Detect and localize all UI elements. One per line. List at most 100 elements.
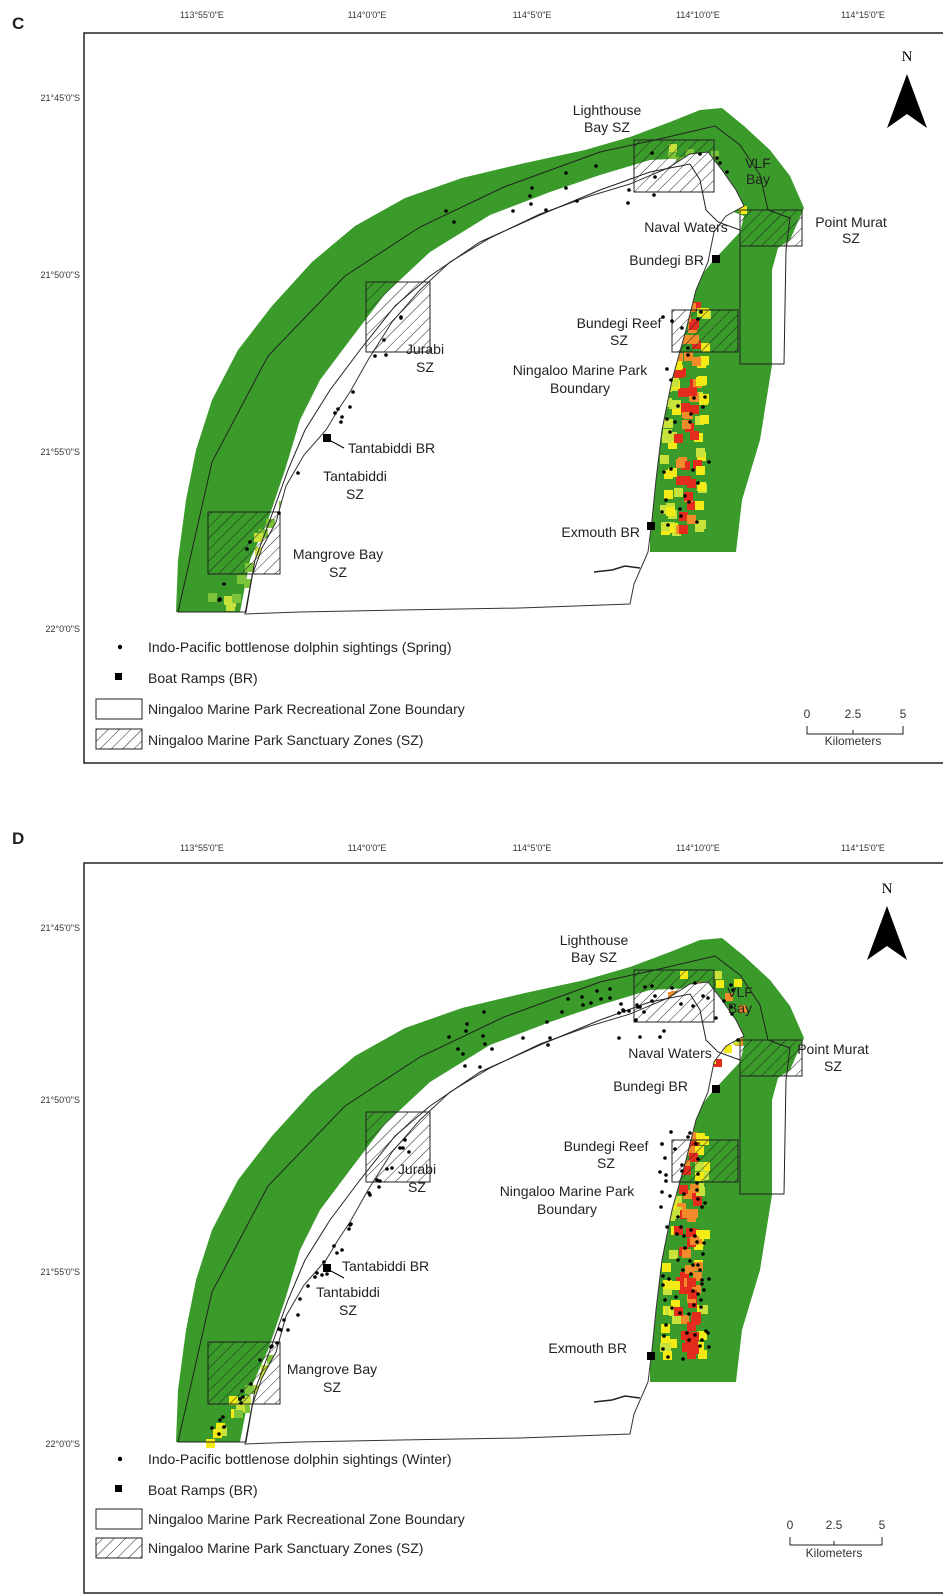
sighting-dot	[679, 1002, 683, 1006]
sighting-dot	[707, 1345, 711, 1349]
sighting-dot	[680, 1163, 684, 1167]
sighting-dot	[675, 1232, 679, 1236]
zone-boundaries	[177, 125, 803, 613]
habitat-cell	[674, 488, 683, 497]
place-label: Bay	[746, 171, 770, 187]
sighting-dot	[669, 467, 673, 471]
habitat-cell	[671, 1210, 680, 1219]
sighting-dot	[626, 201, 630, 205]
habitat-cell	[681, 1331, 690, 1340]
sighting-dot	[696, 317, 700, 321]
sighting-dot	[668, 1194, 672, 1198]
sighting-dot	[653, 175, 657, 179]
sighting-dot	[378, 1179, 382, 1183]
sighting-dot	[594, 164, 598, 168]
habitat-cell	[679, 1285, 688, 1294]
habitat-cell	[692, 357, 701, 366]
legend-rec-zone: Ningaloo Marine Park Recreational Zone B…	[148, 701, 465, 717]
sighting-dot	[575, 199, 579, 203]
sighting-dot	[564, 171, 568, 175]
sighting-dot	[349, 1222, 353, 1226]
habitat-cell	[676, 1277, 685, 1286]
sighting-dot	[277, 1327, 281, 1331]
place-label: Bay SZ	[571, 949, 617, 965]
sighting-dot	[693, 1333, 697, 1337]
habitat-cell	[678, 388, 687, 397]
sighting-dot	[478, 1065, 482, 1069]
sighting-dot	[676, 1215, 680, 1219]
sighting-dot	[375, 1178, 379, 1182]
habitat-cell	[682, 476, 691, 485]
sighting-dot	[528, 194, 532, 198]
lat-label: 21°50'0"S	[40, 1095, 80, 1105]
sighting-dot	[377, 1185, 381, 1189]
sighting-dot	[444, 209, 448, 213]
sighting-dot	[661, 1274, 665, 1278]
sighting-dot	[222, 582, 226, 586]
sighting-dot	[699, 1298, 703, 1302]
scale-bar	[806, 726, 904, 735]
habitat-cell	[671, 1281, 680, 1290]
sighting-dot	[682, 1234, 686, 1238]
habitat-cell	[672, 1315, 681, 1324]
sighting-dot	[347, 1227, 351, 1231]
place-label: Exmouth BR	[548, 1340, 627, 1356]
habitat-cell	[689, 1338, 698, 1347]
habitat-cell	[669, 1250, 678, 1259]
sighting-dot	[669, 1130, 673, 1134]
habitat-cell	[232, 594, 241, 603]
sighting-dot	[650, 984, 654, 988]
habitat-cell	[714, 1059, 722, 1067]
sighting-dot	[325, 1272, 329, 1276]
sighting-dot	[490, 1047, 494, 1051]
place-label: Ningaloo Marine Park	[513, 362, 649, 378]
habitat-cell	[697, 520, 706, 529]
habitat-cell	[664, 490, 673, 499]
habitat-cell	[701, 1230, 710, 1239]
place-label: SZ	[346, 486, 364, 502]
sighting-dot	[658, 1035, 662, 1039]
sighting-dot	[638, 1005, 642, 1009]
habitat-cell	[662, 434, 671, 443]
sighting-dot	[643, 985, 647, 989]
habitat-cell	[668, 432, 677, 441]
sighting-dot	[511, 209, 515, 213]
habitat-cell	[685, 1284, 694, 1293]
sighting-dot	[688, 420, 692, 424]
habitat-cell	[208, 593, 217, 602]
sighting-dot	[306, 1284, 310, 1288]
sighting-dot	[681, 1357, 685, 1361]
habitat-cell	[696, 466, 705, 475]
place-label: Naval Waters	[628, 1045, 712, 1061]
boat-ramp-bundegi-br	[712, 255, 720, 263]
sighting-dot	[621, 1008, 625, 1012]
habitat-cell	[234, 1409, 243, 1418]
lon-label: 113°55'0"E	[180, 10, 224, 20]
sighting-dot	[218, 598, 222, 602]
sighting-dot	[666, 1355, 670, 1359]
habitat-cell	[690, 1236, 699, 1245]
sighting-dot	[530, 186, 534, 190]
sighting-dot	[693, 981, 697, 985]
sighting-dot	[700, 1278, 704, 1282]
sighting-dot	[685, 1331, 689, 1335]
sighting-dot	[650, 151, 654, 155]
sighting-dot	[332, 1244, 336, 1248]
habitat-cell	[690, 405, 699, 414]
place-label: Naval Waters	[644, 219, 728, 235]
sighting-dot	[664, 1323, 668, 1327]
sighting-dot	[665, 1225, 669, 1229]
sighting-dot	[696, 1157, 700, 1161]
sighting-dot	[652, 193, 656, 197]
habitat-cell	[684, 492, 693, 501]
habitat-cell	[226, 602, 235, 611]
sighting-dot	[703, 395, 707, 399]
sighting-dot	[706, 996, 710, 1000]
sighting-dot	[277, 511, 281, 515]
place-label: Exmouth BR	[561, 524, 640, 540]
sighting-dot	[729, 983, 733, 987]
habitat-cell	[699, 1305, 708, 1314]
sighting-dot	[385, 1167, 389, 1171]
habitat-cell	[672, 406, 681, 415]
sighting-dot	[282, 1318, 286, 1322]
